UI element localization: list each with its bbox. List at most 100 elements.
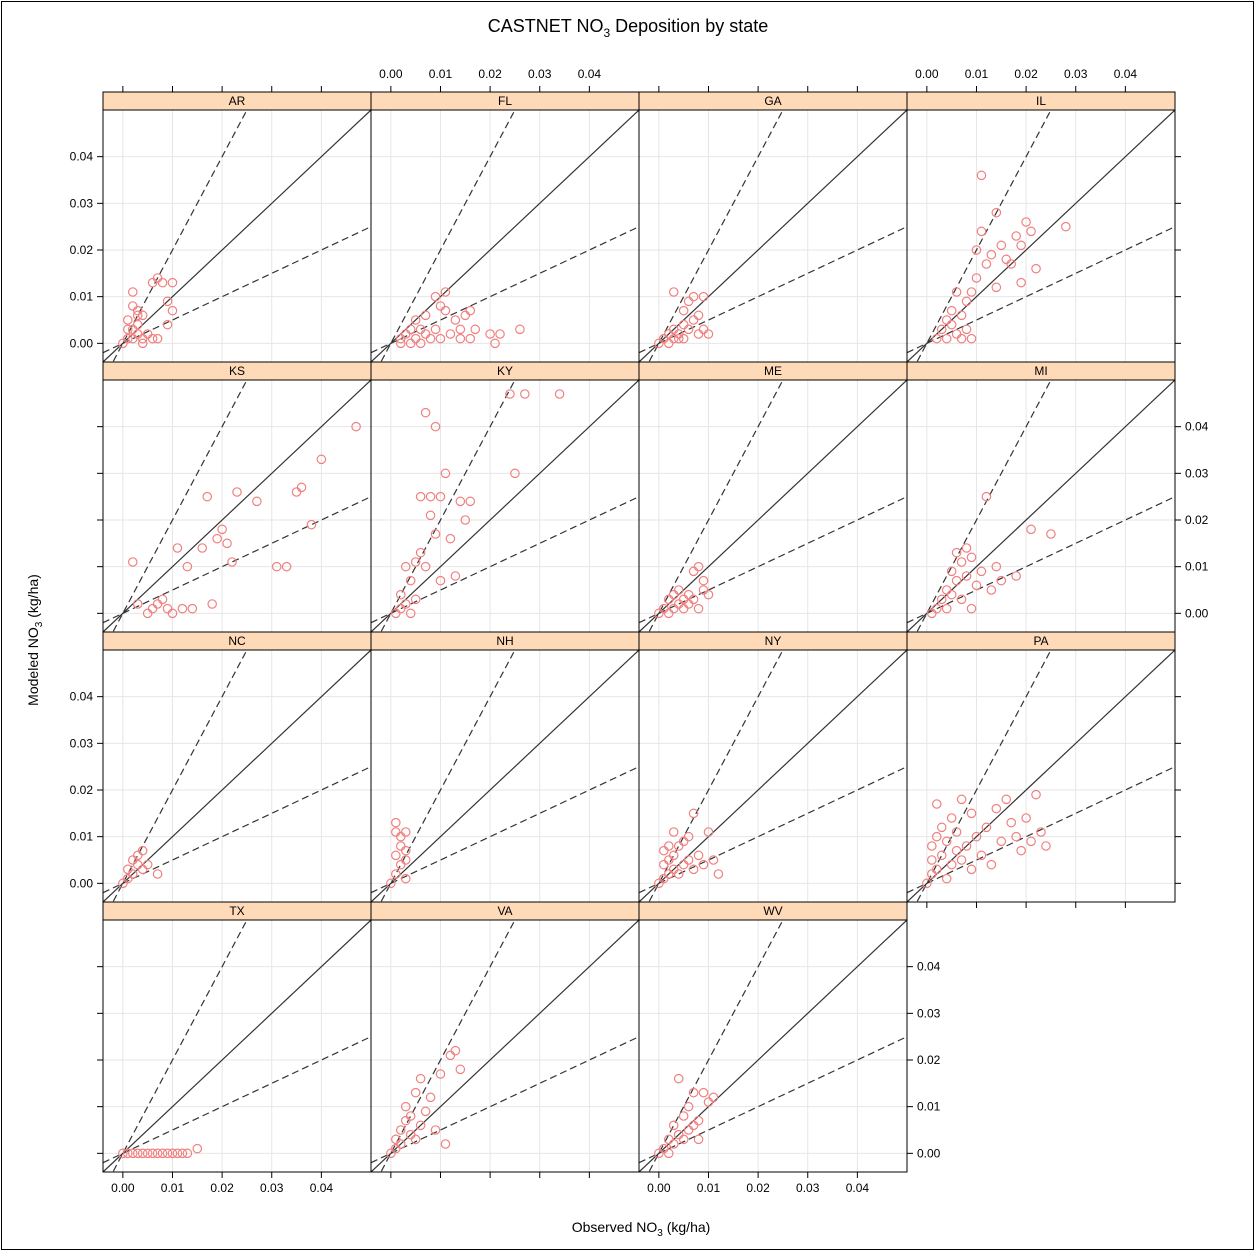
data-point xyxy=(460,515,471,525)
x-tick-label: 0.04 xyxy=(1114,67,1138,81)
data-point xyxy=(956,557,967,567)
data-point xyxy=(485,329,495,339)
data-point xyxy=(951,845,962,856)
ref-line-1-2 xyxy=(103,1036,371,1164)
data-point xyxy=(922,878,932,889)
ref-line-2-1 xyxy=(380,650,516,902)
data-point xyxy=(306,519,317,530)
data-point xyxy=(405,608,416,619)
data-point xyxy=(678,859,689,870)
data-point xyxy=(400,1101,411,1112)
panel-va: VA xyxy=(370,901,640,1173)
data-point xyxy=(505,389,515,399)
x-tick-label: 0.02 xyxy=(478,67,502,81)
data-point xyxy=(936,822,947,833)
data-points xyxy=(391,389,565,619)
ref-line-1-1 xyxy=(639,920,907,1172)
data-point xyxy=(693,1115,704,1126)
data-point xyxy=(703,589,714,600)
data-point xyxy=(688,1087,699,1098)
x-tick-label: 0.03 xyxy=(260,1181,284,1195)
data-point xyxy=(127,301,138,311)
data-point xyxy=(688,1120,699,1131)
data-point xyxy=(976,566,987,577)
panel-nh: NH xyxy=(370,631,640,903)
data-point xyxy=(663,841,674,851)
data-point xyxy=(678,1134,689,1145)
data-point xyxy=(936,594,947,605)
panel-border xyxy=(638,901,908,1173)
data-point xyxy=(197,543,208,553)
data-point xyxy=(1031,789,1041,800)
data-point xyxy=(395,338,406,349)
data-point xyxy=(1011,231,1021,241)
strip-label: ME xyxy=(764,364,782,378)
data-point xyxy=(673,585,684,595)
data-point xyxy=(127,557,138,567)
ref-line-1-1 xyxy=(103,380,371,632)
data-point xyxy=(986,249,997,260)
data-point xyxy=(460,310,471,321)
reference-lines xyxy=(371,380,639,632)
data-point xyxy=(966,864,977,875)
data-point xyxy=(683,1101,694,1112)
y-tick-label: 0.01 xyxy=(70,290,94,304)
panel-border xyxy=(102,91,372,363)
data-point xyxy=(961,543,972,553)
data-point xyxy=(147,333,158,344)
data-point xyxy=(976,170,987,181)
strip-label: GA xyxy=(764,94,781,108)
data-point xyxy=(252,496,262,507)
ref-line-2-1 xyxy=(380,380,516,632)
data-point xyxy=(430,291,441,302)
data-point xyxy=(123,324,133,335)
data-point xyxy=(703,329,714,339)
data-point xyxy=(991,282,1002,293)
data-point xyxy=(351,421,361,432)
data-point xyxy=(490,338,500,349)
reference-lines xyxy=(103,920,371,1172)
ref-line-1-2 xyxy=(371,226,639,354)
data-point xyxy=(386,878,396,889)
data-point xyxy=(222,538,232,549)
data-point xyxy=(688,808,699,819)
data-point xyxy=(693,603,704,614)
data-point xyxy=(455,496,466,507)
data-point xyxy=(132,859,143,870)
data-point xyxy=(410,1134,421,1145)
panel-border xyxy=(638,361,908,633)
data-point xyxy=(127,1148,138,1159)
data-point xyxy=(455,333,466,344)
data-point xyxy=(167,608,178,619)
data-point xyxy=(673,333,684,344)
data-point xyxy=(162,319,173,330)
ref-line-1-2 xyxy=(639,226,907,354)
data-point xyxy=(1001,254,1012,265)
x-tick-label: 0.02 xyxy=(746,1181,770,1195)
data-point xyxy=(127,287,138,297)
data-point xyxy=(966,333,977,344)
data-point xyxy=(162,296,173,307)
ref-line-1-1 xyxy=(371,110,639,362)
data-point xyxy=(941,873,952,884)
data-point xyxy=(1021,813,1031,823)
data-point xyxy=(708,1092,719,1103)
data-point xyxy=(931,603,942,614)
data-point xyxy=(554,389,565,399)
data-point xyxy=(420,407,431,418)
data-point xyxy=(946,859,957,870)
data-point xyxy=(127,333,138,344)
data-point xyxy=(132,850,143,861)
data-point xyxy=(227,557,237,567)
data-point xyxy=(1046,529,1056,539)
data-point xyxy=(167,305,178,316)
data-point xyxy=(1021,217,1031,227)
data-point xyxy=(232,487,242,497)
panel-pa: PA xyxy=(906,631,1176,903)
data-point xyxy=(688,594,699,605)
data-point xyxy=(142,859,153,870)
panel-wv: WV xyxy=(638,901,908,1173)
data-point xyxy=(941,603,952,614)
data-point xyxy=(688,566,699,577)
